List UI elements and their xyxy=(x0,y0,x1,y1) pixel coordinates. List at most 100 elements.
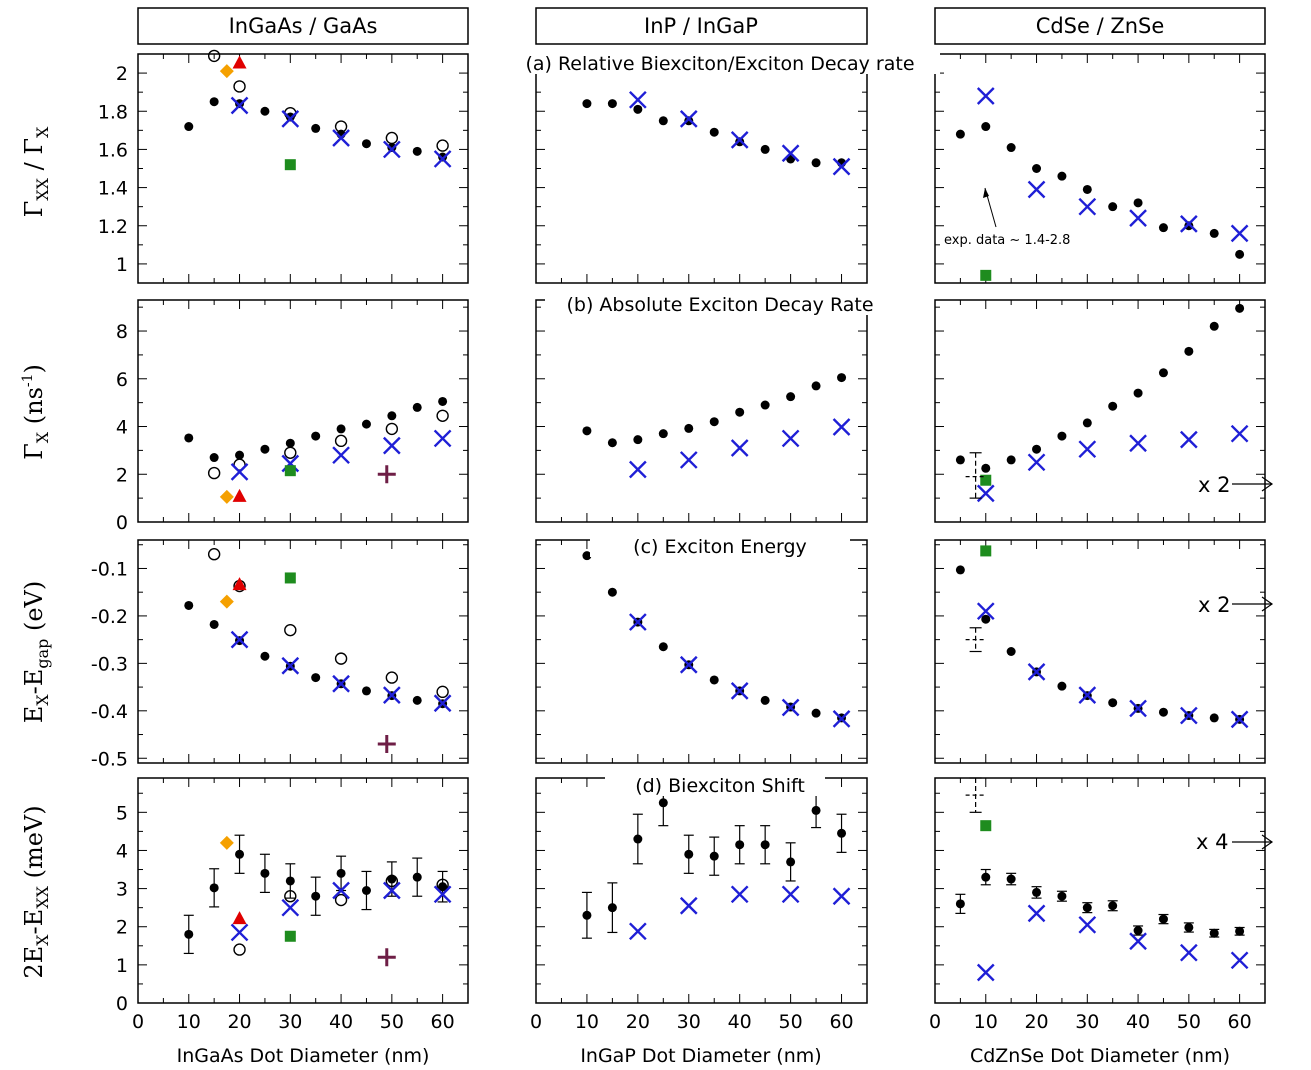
data-point xyxy=(1235,249,1245,259)
data-point xyxy=(1082,418,1092,428)
x2-label-c: x 2 xyxy=(1198,593,1230,617)
data-point xyxy=(684,423,694,433)
data-point xyxy=(607,438,617,448)
plus-point xyxy=(377,735,396,754)
data-point xyxy=(709,417,719,427)
cross-point xyxy=(1180,430,1198,449)
exp-data-label: exp. data ~ 1.4-2.8 xyxy=(944,233,1070,248)
data-point xyxy=(658,429,668,439)
x-tick-label: 30 xyxy=(1075,1011,1099,1033)
data-point xyxy=(438,152,448,162)
data-point xyxy=(735,840,745,850)
data-point xyxy=(361,886,371,895)
x2-label-b: x 2 xyxy=(1198,473,1230,497)
open-circle-point xyxy=(233,80,246,93)
cross-point xyxy=(281,656,300,675)
data-point xyxy=(209,619,219,629)
x-tick-label: 50 xyxy=(1177,1011,1201,1033)
panel-r2-c1 xyxy=(535,539,868,764)
data-point xyxy=(209,883,219,893)
y-tick-label: -0.4 xyxy=(91,701,128,723)
cross-point xyxy=(332,881,350,900)
square-point xyxy=(284,930,296,942)
caption-b: (b) Absolute Exciton Decay Rate xyxy=(545,293,895,316)
cross-point xyxy=(628,90,647,109)
panel-r3-c2: 0 10 20 30 40 50 60 xyxy=(929,777,1266,1033)
x-tick-label: 40 xyxy=(1126,1011,1150,1033)
column-title-2: CdSe / ZnSe xyxy=(1036,14,1165,38)
caption-c: (c) Exciton Energy xyxy=(590,535,850,558)
data-point xyxy=(387,411,397,421)
data-point xyxy=(1158,914,1168,924)
x-tick-label: 10 xyxy=(974,1011,998,1033)
x-tick-label: 60 xyxy=(1228,1011,1252,1033)
data-point xyxy=(1158,707,1168,717)
data-point xyxy=(311,123,321,133)
cross-point xyxy=(1027,663,1046,681)
cross-point xyxy=(230,96,249,115)
open-circle-point xyxy=(207,49,221,63)
data-point xyxy=(412,872,422,882)
data-point xyxy=(260,868,270,878)
cross-point xyxy=(976,963,995,982)
caption-row-3: (d) Biexciton Shift xyxy=(635,775,805,797)
panel-r0-c1 xyxy=(535,53,868,284)
column-header-0: InGaAs / GaAs xyxy=(137,7,469,45)
square-point xyxy=(284,159,296,171)
y-tick-label: -0.2 xyxy=(91,606,128,628)
data-point xyxy=(735,137,745,147)
data-point xyxy=(1209,321,1219,331)
data-point xyxy=(387,143,397,153)
cross-point xyxy=(1230,951,1249,970)
data-point xyxy=(955,899,965,909)
data-point xyxy=(1108,202,1118,212)
x-tick-label: 40 xyxy=(329,1011,353,1033)
diamond-point xyxy=(219,835,234,850)
data-point xyxy=(684,849,694,859)
cross-point xyxy=(730,131,749,149)
x-tick-label: 30 xyxy=(278,1011,302,1033)
cross-point xyxy=(1180,706,1198,725)
open-circle-point xyxy=(436,685,449,699)
x-tick-label: 10 xyxy=(575,1011,599,1033)
data-point xyxy=(837,828,847,838)
panel-r3-c1: 0 10 20 30 40 50 60 xyxy=(530,777,868,1033)
cross-point xyxy=(976,602,995,621)
data-point xyxy=(582,551,592,561)
data-point xyxy=(1133,198,1143,208)
data-point xyxy=(260,651,270,661)
data-point xyxy=(658,798,668,808)
open-circle-point xyxy=(284,623,297,637)
y-tick-label: 1 xyxy=(116,955,128,977)
cross-point xyxy=(1027,453,1046,472)
triangle-point xyxy=(232,488,247,502)
data-point xyxy=(387,874,397,884)
open-circle-point xyxy=(334,434,348,448)
data-point xyxy=(260,106,270,116)
panel-r2-c2 xyxy=(934,539,1266,764)
open-circle-point xyxy=(284,446,297,459)
x-tick-label: 60 xyxy=(431,1011,455,1033)
cross-point xyxy=(1027,180,1046,199)
cross-point xyxy=(433,150,452,168)
data-point xyxy=(184,433,194,443)
cross-point xyxy=(230,463,249,481)
open-circle-point xyxy=(436,409,449,422)
cross-point xyxy=(433,885,452,904)
data-point xyxy=(760,400,770,410)
y-tick-label: 8 xyxy=(116,321,128,343)
cross-point xyxy=(679,896,698,915)
cross-point xyxy=(382,140,401,159)
data-point xyxy=(981,614,991,624)
data-point xyxy=(1006,874,1016,884)
data-point xyxy=(1057,171,1067,181)
square-point xyxy=(980,820,992,832)
cross-point xyxy=(281,110,300,128)
data-point xyxy=(1235,926,1245,936)
data-point xyxy=(811,805,821,815)
x-tick-label: 20 xyxy=(626,1011,650,1033)
plot-frame xyxy=(137,539,469,764)
data-point xyxy=(684,116,694,126)
data-point xyxy=(336,424,346,434)
data-point xyxy=(184,122,194,132)
